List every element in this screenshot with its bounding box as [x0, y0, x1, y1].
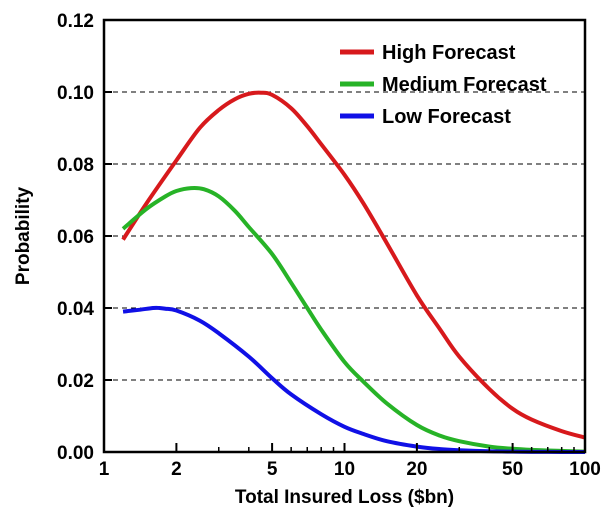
y-axis-title: Probability: [13, 186, 34, 285]
tick-marks: [103, 19, 586, 453]
y-tick-labels: 0.00 0.02 0.04 0.06 0.08 0.10 0.12: [57, 11, 94, 464]
series-lines: [121, 90, 586, 455]
x-tick-label: 1: [99, 459, 110, 480]
grid-lines: [104, 91, 585, 381]
x-tick-label: 2: [171, 459, 182, 480]
y-tick-label: 0.10: [57, 83, 94, 104]
series-line-medium-forecast: [121, 185, 586, 454]
series-line-high-forecast: [121, 90, 586, 440]
series-line-low-forecast: [122, 305, 586, 455]
x-tick-labels: 1 2 5 10 20 50 100: [99, 459, 601, 480]
y-tick-label: 0.04: [57, 299, 94, 320]
y-tick-label: 0.12: [57, 11, 94, 32]
x-tick-label: 5: [267, 459, 278, 480]
x-tick-label: 100: [569, 459, 601, 480]
y-tick-label: 0.08: [57, 155, 94, 176]
legend-label-low-forecast: Low Forecast: [382, 106, 511, 128]
y-tick-label: 0.02: [57, 371, 94, 392]
legend: High Forecast Medium Forecast Low Forecast: [340, 42, 547, 128]
y-tick-label: 0.06: [57, 227, 94, 248]
x-axis-title: Total Insured Loss ($bn): [235, 487, 454, 508]
legend-label-high-forecast: High Forecast: [382, 42, 516, 64]
x-tick-label: 20: [406, 459, 427, 480]
legend-label-medium-forecast: Medium Forecast: [382, 74, 547, 96]
y-tick-label: 0.00: [57, 443, 94, 464]
x-tick-label: 10: [334, 459, 355, 480]
x-tick-label: 50: [502, 459, 523, 480]
